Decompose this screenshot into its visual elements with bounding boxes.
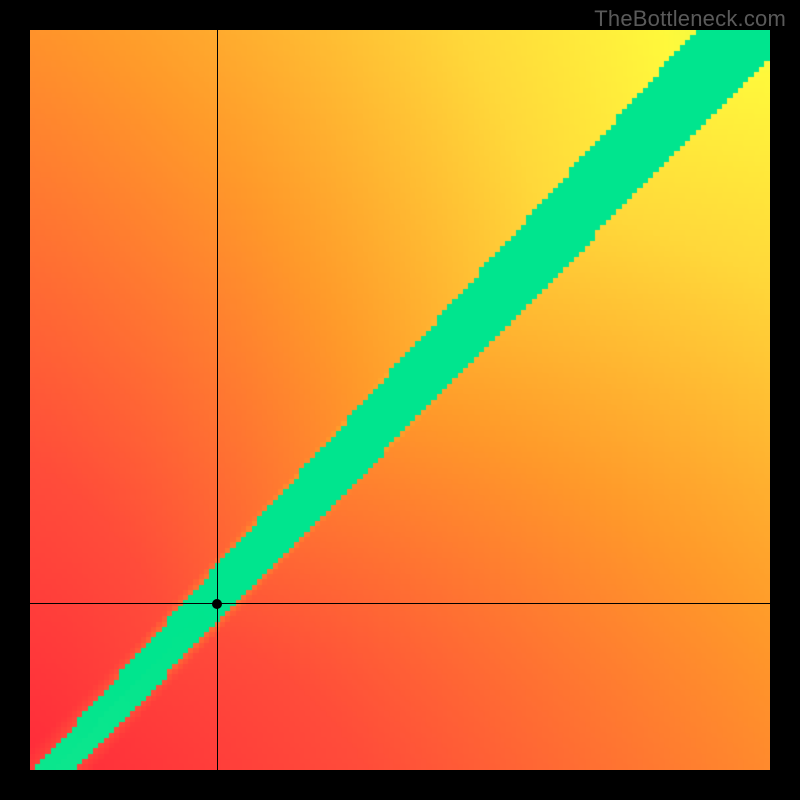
crosshair-horizontal <box>30 603 770 604</box>
heatmap-plot <box>30 30 770 770</box>
heatmap-canvas <box>30 30 770 770</box>
marker-dot <box>212 599 222 609</box>
chart-container: TheBottleneck.com <box>0 0 800 800</box>
watermark-text: TheBottleneck.com <box>594 6 786 32</box>
crosshair-vertical <box>217 30 218 770</box>
